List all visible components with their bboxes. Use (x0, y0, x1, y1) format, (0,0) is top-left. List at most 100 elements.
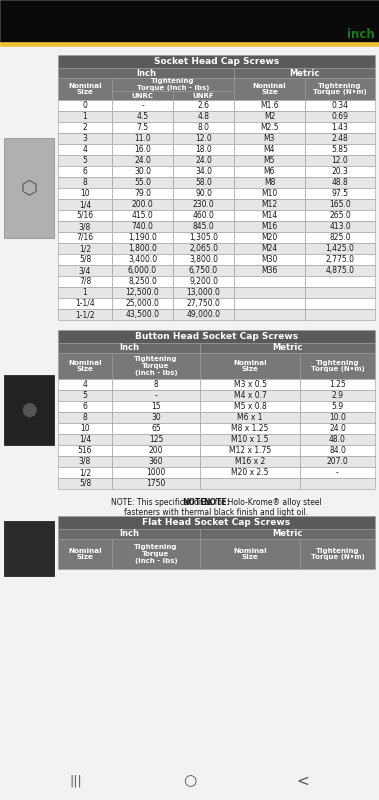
Bar (0, 762, 379, 800)
Bar (58, 434, 112, 445)
Text: 4.8: 4.8 (197, 112, 210, 121)
Bar (112, 434, 200, 445)
Bar (112, 144, 173, 155)
Text: Nominal
Size: Nominal Size (233, 548, 267, 560)
Bar (112, 188, 173, 199)
Bar (234, 100, 305, 111)
Text: 1,305.0: 1,305.0 (189, 233, 218, 242)
Bar (200, 412, 300, 423)
Bar (4, 374, 54, 445)
Bar (112, 401, 200, 412)
Bar (173, 254, 234, 265)
Text: 12,500.0: 12,500.0 (125, 288, 160, 297)
Bar (305, 265, 375, 276)
Text: 24.0: 24.0 (329, 424, 346, 433)
Bar (58, 111, 112, 122)
Text: ⬡: ⬡ (20, 178, 38, 197)
Text: M3 x 0.5: M3 x 0.5 (233, 380, 266, 389)
Text: M20: M20 (262, 233, 278, 242)
Text: 415.0: 415.0 (132, 211, 153, 220)
Text: M4 x 0.7: M4 x 0.7 (233, 391, 266, 400)
Text: 6,750.0: 6,750.0 (189, 266, 218, 275)
Bar (305, 155, 375, 166)
Bar (305, 78, 375, 100)
Bar (112, 122, 173, 133)
Text: Nominal
Size: Nominal Size (68, 360, 102, 372)
Text: UNRF: UNRF (193, 93, 214, 98)
Bar (300, 456, 375, 467)
Bar (112, 111, 173, 122)
Bar (200, 343, 375, 353)
Text: M3: M3 (264, 134, 275, 143)
Text: M5 x 0.8: M5 x 0.8 (233, 402, 266, 411)
Bar (58, 166, 112, 177)
Text: 97.5: 97.5 (332, 189, 349, 198)
Text: M4: M4 (264, 145, 275, 154)
Text: 1: 1 (83, 112, 88, 121)
Text: 11.0: 11.0 (134, 134, 151, 143)
Text: 1/4: 1/4 (79, 435, 91, 444)
Text: 1/2: 1/2 (79, 244, 91, 253)
Text: M30: M30 (261, 255, 278, 264)
Bar (173, 155, 234, 166)
Text: 3,800.0: 3,800.0 (189, 255, 218, 264)
Text: 25,000.0: 25,000.0 (125, 299, 160, 308)
Text: 7/16: 7/16 (77, 233, 94, 242)
Bar (300, 434, 375, 445)
Bar (305, 199, 375, 210)
Text: 5/8: 5/8 (79, 255, 91, 264)
Text: 4: 4 (83, 380, 88, 389)
Bar (58, 243, 112, 254)
Bar (58, 539, 112, 569)
Bar (112, 100, 173, 111)
Text: 9,200.0: 9,200.0 (189, 277, 218, 286)
Bar (58, 412, 112, 423)
Text: 55.0: 55.0 (134, 178, 151, 187)
Text: 3/8: 3/8 (79, 222, 91, 231)
Text: Socket Head Cap Screws: Socket Head Cap Screws (154, 57, 279, 66)
Bar (305, 177, 375, 188)
Text: M14: M14 (262, 211, 278, 220)
Text: <: < (297, 774, 310, 789)
Bar (234, 199, 305, 210)
Bar (300, 539, 375, 569)
Bar (300, 467, 375, 478)
Text: 360: 360 (149, 457, 163, 466)
Bar (234, 78, 305, 100)
Bar (112, 177, 173, 188)
Bar (112, 309, 173, 320)
Bar (200, 529, 375, 539)
Text: M20 x 2.5: M20 x 2.5 (231, 468, 269, 477)
Bar (173, 243, 234, 254)
Text: 16.0: 16.0 (134, 145, 151, 154)
Text: 8,250.0: 8,250.0 (128, 277, 157, 286)
Bar (112, 298, 173, 309)
Bar (234, 144, 305, 155)
Text: M16: M16 (262, 222, 278, 231)
Bar (112, 539, 200, 569)
Text: NOTE:: NOTE: (183, 498, 209, 507)
Bar (58, 478, 112, 489)
Bar (234, 188, 305, 199)
Text: 1,800.0: 1,800.0 (128, 244, 157, 253)
Text: 2.9: 2.9 (332, 391, 343, 400)
Text: 460.0: 460.0 (193, 211, 215, 220)
Bar (305, 309, 375, 320)
Bar (173, 133, 234, 144)
Text: 4: 4 (83, 145, 88, 154)
Text: 165.0: 165.0 (329, 200, 351, 209)
Bar (173, 309, 234, 320)
Text: 207.0: 207.0 (327, 457, 348, 466)
Bar (58, 276, 112, 287)
Text: 1/4: 1/4 (79, 200, 91, 209)
Bar (300, 423, 375, 434)
Bar (173, 188, 234, 199)
Text: -: - (155, 391, 157, 400)
Bar (112, 353, 200, 379)
Bar (234, 232, 305, 243)
Bar (58, 188, 112, 199)
Text: 79.0: 79.0 (134, 189, 151, 198)
Text: 1.43: 1.43 (332, 123, 348, 132)
Bar (58, 445, 112, 456)
Bar (112, 133, 173, 144)
